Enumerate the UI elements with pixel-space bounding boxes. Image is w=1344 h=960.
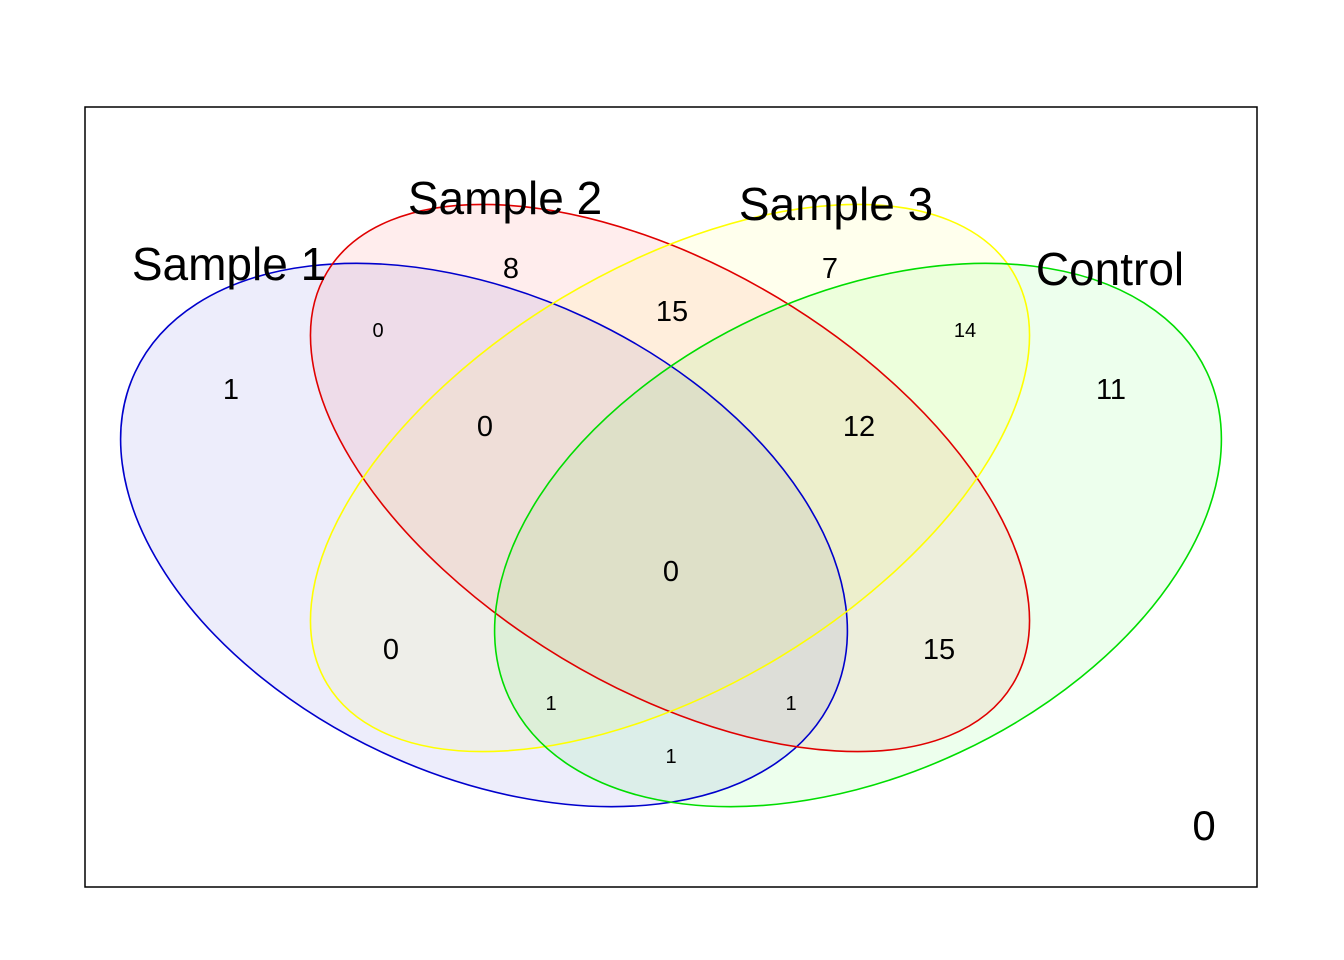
control-label: Control	[1036, 243, 1184, 295]
count-sample-2-control: 15	[923, 634, 955, 666]
sample-2-ellipse-fill	[310, 204, 1030, 752]
count-sample-3-control: 14	[954, 320, 976, 342]
count-sample-2-sample-3: 15	[656, 296, 688, 328]
sample-1-label: Sample 1	[132, 238, 326, 290]
sample-1-ellipse	[119, 262, 849, 808]
count-sample-2-sample-3-control: 12	[843, 411, 875, 443]
count-sample-1-control: 1	[665, 746, 676, 768]
count-sample-1-sample-3-control: 1	[545, 693, 556, 715]
plot-border	[84, 106, 1258, 888]
count-control-only: 11	[1096, 374, 1126, 406]
count-sample-1-sample-2-sample-3: 0	[477, 411, 493, 443]
sample-3-ellipse-fill	[310, 204, 1030, 752]
count-sample-1-sample-2: 0	[372, 320, 383, 342]
sample-1-ellipse-fill	[120, 263, 848, 807]
sample-2-ellipse	[309, 203, 1031, 753]
count-sample-2-only: 8	[503, 253, 519, 285]
sample-3-label: Sample 3	[739, 178, 933, 230]
count-outside: 0	[1192, 802, 1215, 849]
control-ellipse-fill	[494, 263, 1222, 807]
sample-2-label: Sample 2	[408, 172, 602, 224]
set-outlines	[119, 203, 1223, 808]
count-sample-1-sample-2-control: 1	[785, 693, 796, 715]
count-sample-1-only: 1	[223, 374, 239, 406]
sample-3-ellipse	[309, 203, 1031, 753]
set-fills	[120, 204, 1222, 807]
count-all-four: 0	[663, 556, 679, 588]
control-ellipse	[493, 262, 1223, 808]
count-sample-3-only: 7	[822, 253, 838, 285]
count-sample-1-sample-3: 0	[383, 634, 399, 666]
